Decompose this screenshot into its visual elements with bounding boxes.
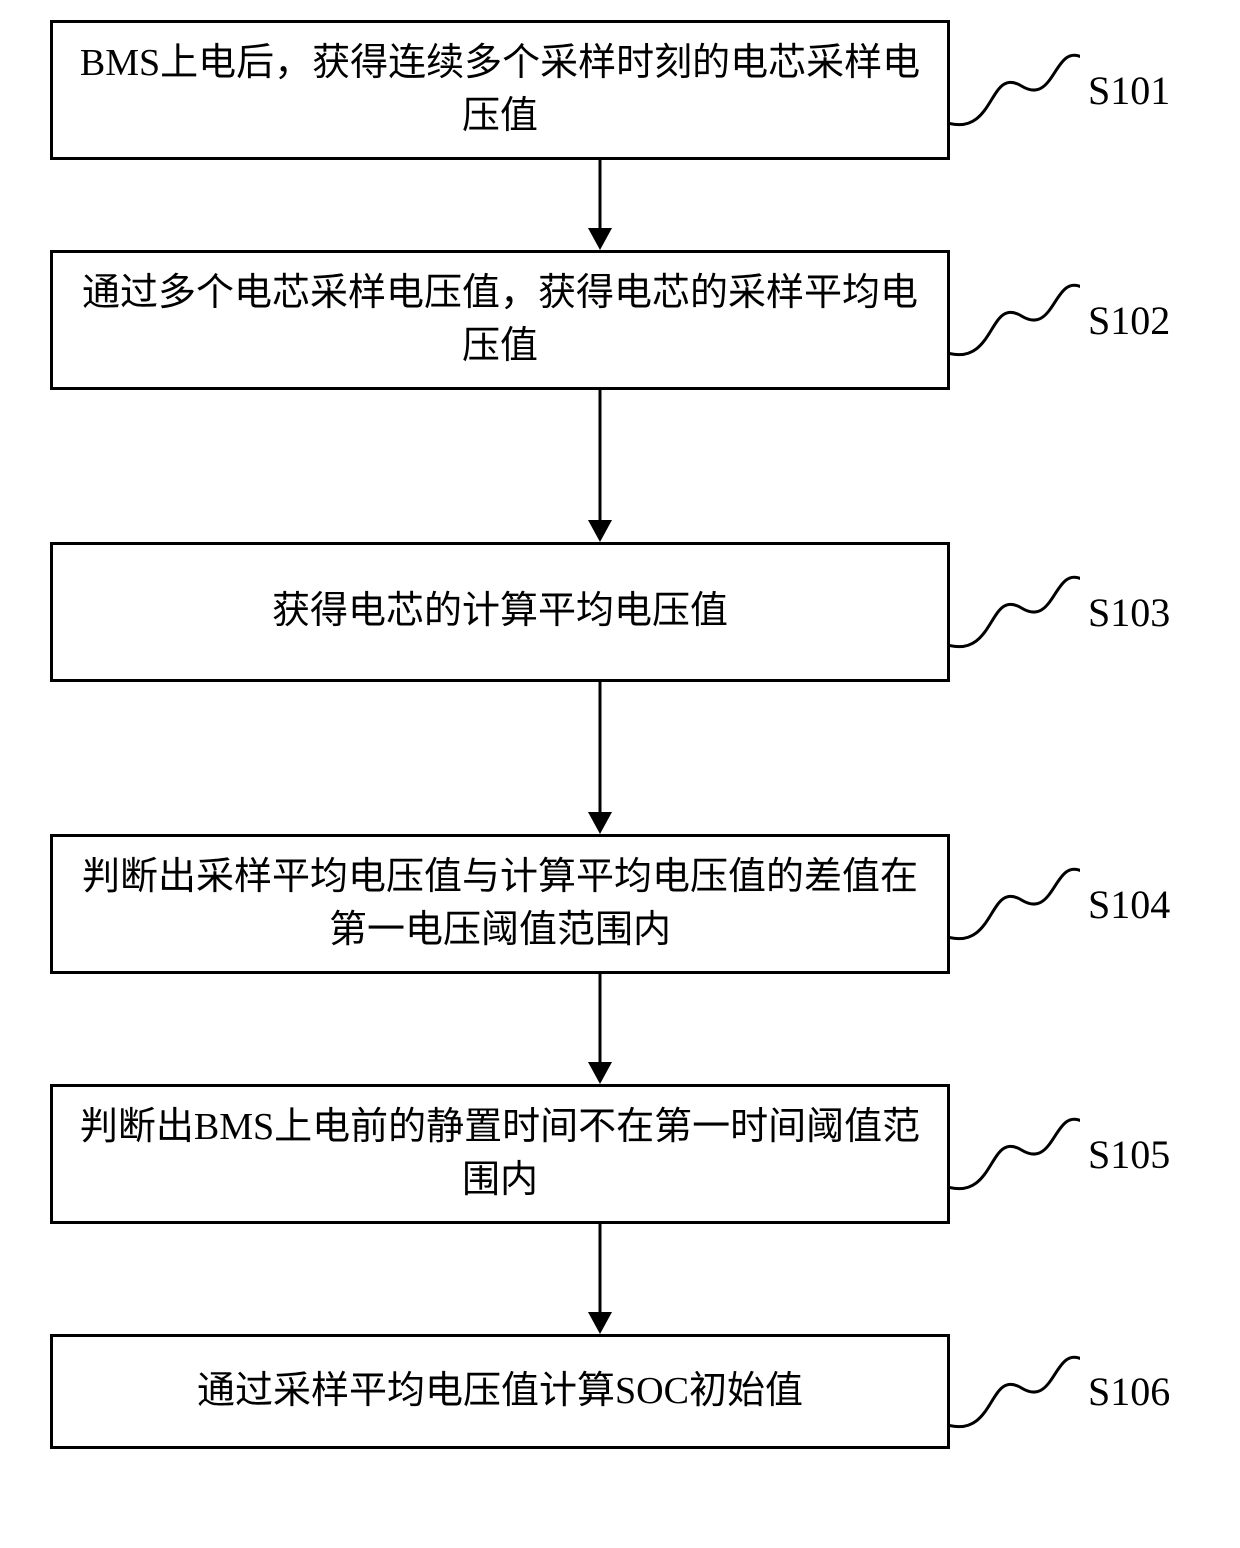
canvas: BMS上电后，获得连续多个采样时刻的电芯采样电压值S101通过多个电芯采样电压值… bbox=[0, 0, 1240, 1548]
step-id-label: S104 bbox=[1088, 881, 1170, 928]
step-label-connector: S102 bbox=[950, 280, 1170, 360]
step-row: 获得电芯的计算平均电压值S103 bbox=[50, 542, 1150, 682]
step-id-label: S106 bbox=[1088, 1368, 1170, 1415]
step-id-label: S103 bbox=[1088, 589, 1170, 636]
step-row: 判断出BMS上电前的静置时间不在第一时间阈值范围内S105 bbox=[50, 1084, 1150, 1224]
step-box-S106: 通过采样平均电压值计算SOC初始值 bbox=[50, 1334, 950, 1449]
step-id-label: S101 bbox=[1088, 67, 1170, 114]
flowchart: BMS上电后，获得连续多个采样时刻的电芯采样电压值S101 通过多个电芯采样电压值… bbox=[50, 20, 1150, 1449]
step-box-S105: 判断出BMS上电前的静置时间不在第一时间阈值范围内 bbox=[50, 1084, 950, 1224]
step-label-connector: S105 bbox=[950, 1114, 1170, 1194]
arrow-down-icon bbox=[580, 974, 620, 1084]
step-box-S102: 通过多个电芯采样电压值，获得电芯的采样平均电压值 bbox=[50, 250, 950, 390]
step-id-label: S102 bbox=[1088, 297, 1170, 344]
arrow-down-icon bbox=[580, 682, 620, 834]
arrow-down-icon bbox=[580, 160, 620, 250]
step-box-S104: 判断出采样平均电压值与计算平均电压值的差值在第一电压阈值范围内 bbox=[50, 834, 950, 974]
step-row: 通过多个电芯采样电压值，获得电芯的采样平均电压值S102 bbox=[50, 250, 1150, 390]
step-row: 通过采样平均电压值计算SOC初始值S106 bbox=[50, 1334, 1150, 1449]
arrow-down-icon bbox=[580, 1224, 620, 1334]
step-id-label: S105 bbox=[1088, 1131, 1170, 1178]
step-box-S103: 获得电芯的计算平均电压值 bbox=[50, 542, 950, 682]
step-row: 判断出采样平均电压值与计算平均电压值的差值在第一电压阈值范围内S104 bbox=[50, 834, 1150, 974]
step-label-connector: S104 bbox=[950, 864, 1170, 944]
step-label-connector: S103 bbox=[950, 572, 1170, 652]
step-label-connector: S101 bbox=[950, 50, 1170, 130]
step-box-S101: BMS上电后，获得连续多个采样时刻的电芯采样电压值 bbox=[50, 20, 950, 160]
step-label-connector: S106 bbox=[950, 1352, 1170, 1432]
step-row: BMS上电后，获得连续多个采样时刻的电芯采样电压值S101 bbox=[50, 20, 1150, 160]
arrow-down-icon bbox=[580, 390, 620, 542]
